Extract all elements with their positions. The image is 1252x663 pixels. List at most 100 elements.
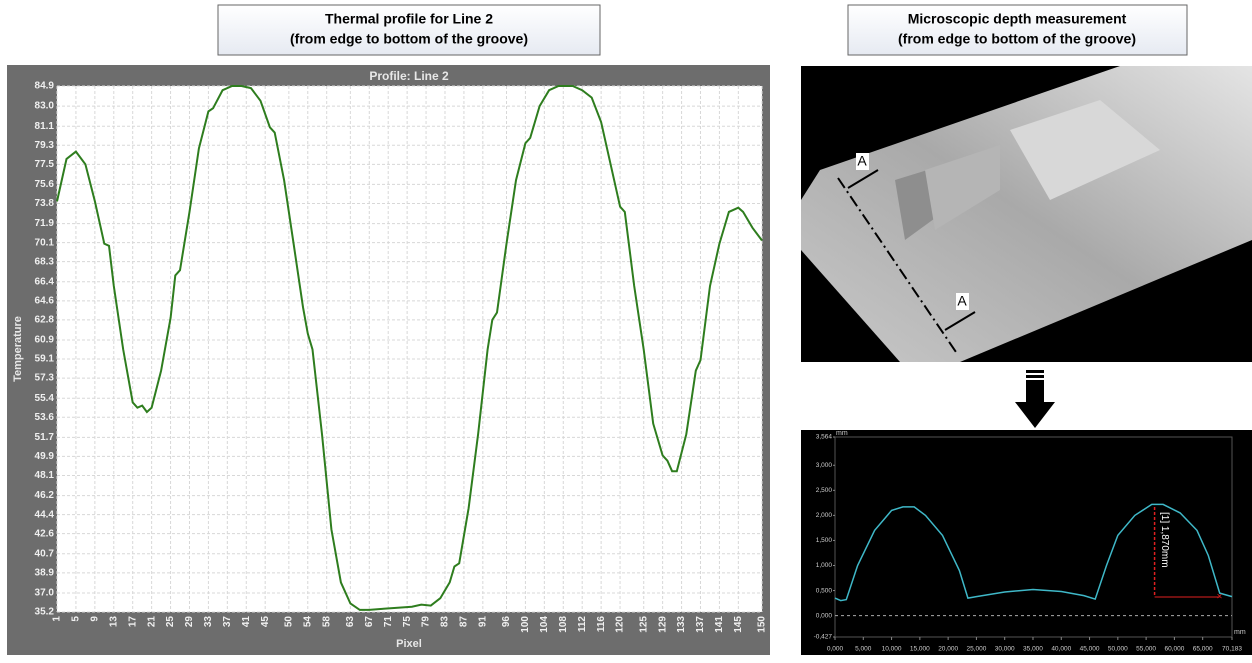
x-tick-label: 25 [165, 616, 176, 628]
y-tick-label: 0,500 [816, 587, 833, 594]
x-tick-label: 37 [222, 616, 233, 628]
x-tick-label: 108 [558, 616, 569, 633]
x-tick-label: 141 [714, 616, 725, 633]
x-tick-label: 133 [676, 616, 687, 633]
y-tick-label: 46.2 [35, 490, 55, 501]
x-tick-label: 45,000 [1080, 646, 1100, 653]
y-tick-label: 73.8 [35, 198, 55, 209]
y-tick-label: -0,427 [814, 634, 833, 641]
x-tick-label: 1 [52, 616, 63, 622]
x-tick-label: 17 [127, 616, 138, 628]
page: Thermal profile for Line 2 (from edge to… [0, 0, 1252, 663]
y-tick-label: 2,000 [816, 512, 833, 519]
x-tick-label: 63 [345, 616, 356, 628]
y-tick-label: 55.4 [35, 393, 55, 404]
plot-area [57, 86, 762, 612]
heading: (from edge to bottom of the groove) [290, 31, 528, 47]
y-tick-label: 1,500 [816, 537, 833, 544]
x-tick-label: 71 [383, 616, 394, 628]
y-tick-label: 71.9 [35, 218, 55, 229]
x-tick-label: 13 [108, 616, 119, 628]
y-tick-label: 48.1 [35, 470, 55, 481]
y-tick-label: 70.1 [35, 237, 55, 248]
x-axis-label: mm [1234, 629, 1246, 636]
x-tick-label: 116 [596, 616, 607, 633]
x-tick-label: 33 [203, 616, 214, 628]
x-tick-label: 25,000 [966, 646, 986, 653]
x-tick-label: 5,000 [855, 646, 872, 653]
x-tick-label: 54 [302, 616, 313, 628]
x-tick-label: 104 [539, 616, 550, 633]
x-tick-label: 29 [184, 616, 195, 628]
x-tick-label: 100 [520, 616, 531, 633]
y-tick-label: 40.7 [35, 548, 55, 559]
y-tick-label: 1,000 [816, 562, 833, 569]
x-tick-label: 60,000 [1164, 646, 1184, 653]
down-arrow [1015, 370, 1055, 428]
y-tick-label: 77.5 [35, 159, 55, 170]
x-tick-label: 145 [733, 616, 744, 633]
x-tick-label: 15,000 [910, 646, 930, 653]
y-tick-label: 62.8 [35, 315, 55, 326]
x-tick-label: 40,000 [1051, 646, 1071, 653]
x-tick-label: 50 [283, 616, 294, 628]
y-tick-label: 38.9 [35, 567, 55, 578]
measure-cross: × [1217, 592, 1223, 603]
x-tick-label: 45 [260, 616, 271, 628]
y-tick-label: 0,000 [816, 612, 833, 619]
y-tick-label: 75.6 [35, 179, 55, 190]
y-tick-label: 35.2 [35, 607, 55, 618]
y-tick-label: 68.3 [35, 256, 55, 267]
x-tick-label: 0,000 [827, 646, 844, 653]
x-tick-label: 58 [321, 616, 332, 628]
x-tick-label: 21 [146, 616, 157, 628]
y-tick-label: 84.9 [35, 81, 55, 92]
y-tick-label: 37.0 [35, 588, 55, 599]
chart-title: Profile: Line 2 [369, 69, 449, 83]
x-tick-label: 125 [638, 616, 649, 633]
x-tick-label: 70,183 [1222, 646, 1242, 653]
y-tick-label: 83.0 [35, 101, 55, 112]
x-tick-label: 55,000 [1136, 646, 1156, 653]
x-tick-label: 120 [615, 616, 626, 633]
x-tick-label: 112 [577, 616, 588, 633]
x-tick-label: 96 [501, 616, 512, 628]
y-tick-label: 57.3 [35, 373, 55, 384]
y-tick-label: 44.4 [35, 509, 55, 520]
y-axis-label: mm [836, 430, 848, 437]
y-tick-label: 64.6 [35, 295, 55, 306]
x-tick-label: 91 [477, 616, 488, 628]
x-tick-label: 137 [695, 616, 706, 633]
x-tick-label: 129 [657, 616, 668, 633]
x-tick-label: 150 [757, 616, 768, 633]
x-tick-label: 5 [71, 616, 82, 622]
figure: Thermal profile for Line 2 (from edge to… [0, 0, 1252, 658]
y-tick-label: 3,000 [816, 462, 833, 469]
y-axis-label: Temperature [12, 316, 24, 382]
section-label: A [957, 293, 967, 309]
y-tick-label: 81.1 [35, 121, 55, 132]
x-tick-label: 30,000 [995, 646, 1015, 653]
y-tick-label: 49.9 [35, 451, 55, 462]
x-tick-label: 87 [459, 616, 470, 628]
y-tick-label: 60.9 [35, 335, 55, 346]
y-tick-label: 2,500 [816, 487, 833, 494]
y-tick-label: 59.1 [35, 354, 55, 365]
x-tick-label: 65,000 [1193, 646, 1213, 653]
x-tick-label: 10,000 [882, 646, 902, 653]
heading: (from edge to bottom of the groove) [898, 31, 1136, 47]
y-tick-label: 79.3 [35, 140, 55, 151]
y-tick-label: 3,564 [816, 434, 833, 441]
y-tick-label: 51.7 [35, 432, 55, 443]
x-tick-label: 50,000 [1108, 646, 1128, 653]
x-tick-label: 67 [364, 616, 375, 628]
x-tick-label: 35,000 [1023, 646, 1043, 653]
y-tick-label: 66.4 [35, 276, 55, 287]
section-label: A [857, 153, 867, 169]
y-tick-label: 42.6 [35, 528, 55, 539]
x-tick-label: 9 [89, 616, 100, 622]
x-tick-label: 75 [402, 616, 413, 628]
x-tick-label: 79 [421, 616, 432, 628]
heading: Microscopic depth measurement [908, 11, 1127, 27]
heading: Thermal profile for Line 2 [325, 11, 493, 27]
